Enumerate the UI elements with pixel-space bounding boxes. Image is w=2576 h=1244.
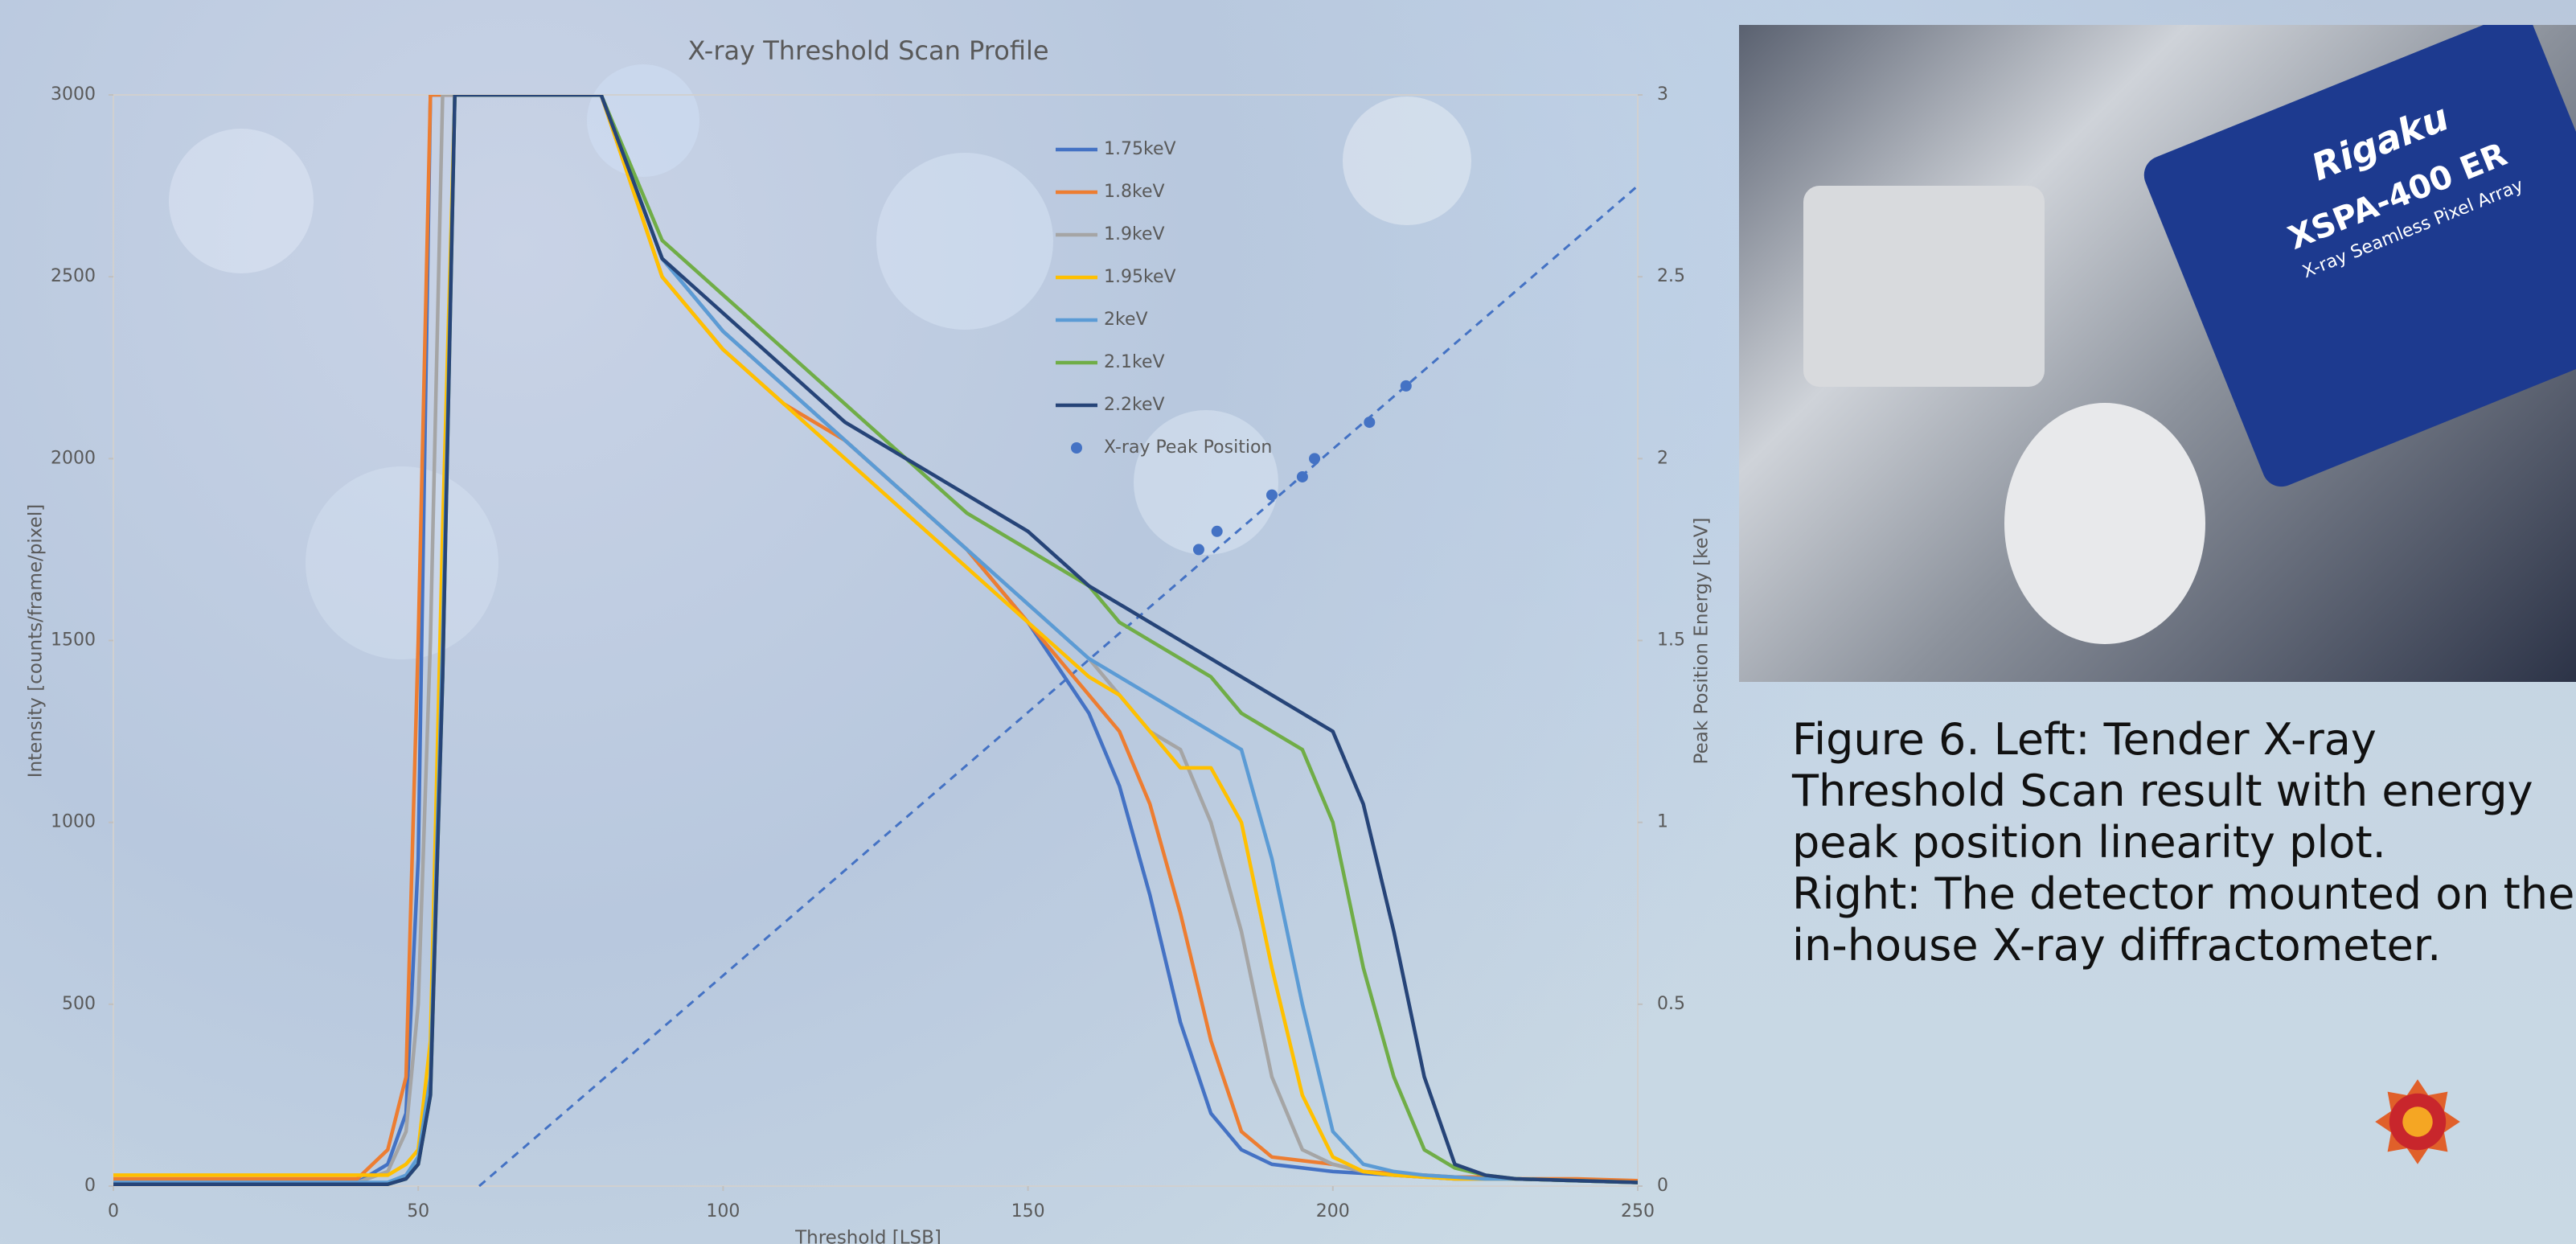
y-tick-label: 500 bbox=[62, 994, 96, 1014]
x-tick-label: 0 bbox=[108, 1201, 119, 1221]
y-tick-label: 3000 bbox=[51, 84, 96, 105]
y-tick-label: 2500 bbox=[51, 266, 96, 286]
legend-label: 2.2keV bbox=[1104, 395, 1165, 415]
legend-label: 1.95keV bbox=[1104, 267, 1176, 287]
photo-detector: Rigaku XSPA-400 ER X-ray Seamless Pixel … bbox=[2139, 25, 2576, 492]
series-line bbox=[113, 95, 1638, 1184]
y2-tick-label: 3 bbox=[1657, 84, 1668, 105]
series-line bbox=[113, 95, 1638, 1182]
x-tick-label: 200 bbox=[1316, 1201, 1350, 1221]
legend-label: 1.8keV bbox=[1104, 182, 1165, 202]
photo-housing bbox=[1803, 186, 2045, 387]
trend-line bbox=[479, 186, 1638, 1186]
peak-point bbox=[1401, 380, 1412, 392]
legend-label: 1.75keV bbox=[1104, 139, 1176, 159]
y2-tick-label: 1.5 bbox=[1657, 630, 1685, 651]
y2-tick-label: 2 bbox=[1657, 448, 1668, 468]
peak-point bbox=[1212, 526, 1223, 537]
legend-label: 2keV bbox=[1104, 310, 1148, 330]
y-axis-label: Intensity [counts/frame/pixel] bbox=[26, 504, 47, 778]
y-tick-label: 1000 bbox=[51, 812, 96, 832]
legend-label: 2.1keV bbox=[1104, 352, 1165, 372]
peak-point bbox=[1297, 471, 1308, 482]
bokeh bbox=[169, 64, 1471, 659]
caption-line: peak position linearity plot. bbox=[1792, 817, 2574, 868]
legend-label: 1.9keV bbox=[1104, 224, 1165, 244]
peak-point bbox=[1364, 417, 1375, 428]
caption-line: Threshold Scan result with energy bbox=[1792, 766, 2574, 817]
photo-stage bbox=[2004, 403, 2205, 644]
slide: X-ray Threshold Scan Profile Threshold [… bbox=[0, 0, 2576, 1244]
x-axis-label: Threshold [LSB] bbox=[794, 1228, 941, 1244]
logo bbox=[2373, 1078, 2462, 1166]
chart-title: X-ray Threshold Scan Profile bbox=[687, 35, 1048, 66]
series-line bbox=[113, 95, 1638, 1182]
plot-frame bbox=[113, 95, 1638, 1186]
photo: Rigaku XSPA-400 ER X-ray Seamless Pixel … bbox=[1739, 25, 2576, 682]
peak-point bbox=[1309, 453, 1320, 464]
caption-line: Figure 6. Left: Tender X-ray bbox=[1792, 714, 2574, 766]
x-tick-label: 50 bbox=[407, 1201, 429, 1221]
y-tick-label: 0 bbox=[84, 1176, 96, 1196]
caption-line: in-house X-ray diffractometer. bbox=[1792, 920, 2574, 971]
y2-tick-label: 0.5 bbox=[1657, 994, 1685, 1014]
series-line bbox=[113, 95, 1638, 1184]
peak-point bbox=[1193, 544, 1204, 555]
y-tick-label: 2000 bbox=[51, 448, 96, 468]
legend-marker bbox=[1071, 442, 1082, 454]
chart: X-ray Threshold Scan Profile Threshold [… bbox=[0, 0, 1729, 1244]
y2-axis-label: Peak Position Energy [keV] bbox=[1692, 518, 1713, 765]
series-line bbox=[113, 95, 1638, 1182]
peak-point bbox=[1266, 490, 1278, 501]
y2-tick-label: 0 bbox=[1657, 1176, 1668, 1196]
legend-label: X-ray Peak Position bbox=[1104, 437, 1272, 458]
x-tick-label: 250 bbox=[1621, 1201, 1655, 1221]
x-tick-label: 100 bbox=[706, 1201, 740, 1221]
plot-area bbox=[113, 95, 1638, 1186]
y2-tick-label: 1 bbox=[1657, 812, 1668, 832]
x-tick-label: 150 bbox=[1011, 1201, 1045, 1221]
series-line bbox=[113, 95, 1638, 1182]
y2-tick-label: 2.5 bbox=[1657, 266, 1685, 286]
caption-line: Right: The detector mounted on the bbox=[1792, 868, 2574, 920]
y-tick-label: 1500 bbox=[51, 630, 96, 651]
